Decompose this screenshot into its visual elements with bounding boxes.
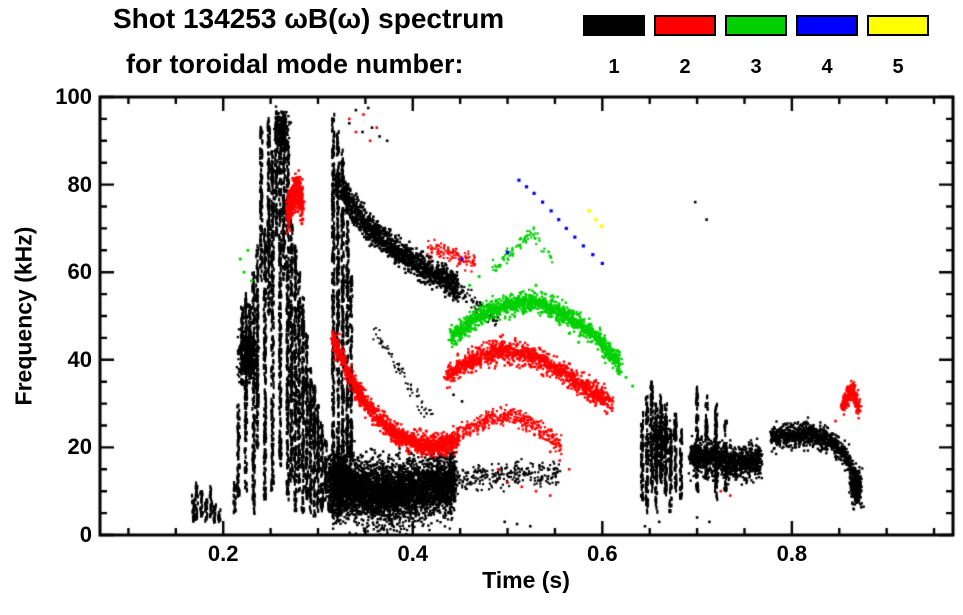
legend-number-mode-1: 1 bbox=[608, 56, 620, 78]
legend-numbers: 1 2 3 4 5 bbox=[583, 56, 929, 79]
y-tick-label: 0 bbox=[79, 522, 92, 547]
legend-swatch-mode-1 bbox=[583, 15, 645, 36]
chart-title: Shot 134253 ωB(ω) spectrum bbox=[113, 3, 505, 34]
y-tick-label: 60 bbox=[67, 259, 92, 285]
y-tick-label: 80 bbox=[67, 171, 92, 197]
legend-swatch-mode-5 bbox=[867, 15, 929, 36]
legend-swatch-mode-2 bbox=[654, 15, 716, 36]
legend-swatch-mode-3 bbox=[725, 15, 787, 36]
x-axis-title: Time (s) bbox=[482, 567, 570, 593]
x-tick-label: 0.8 bbox=[776, 541, 808, 566]
x-tick-label: 0.2 bbox=[207, 541, 239, 566]
x-tick-label: 0.4 bbox=[397, 541, 429, 566]
legend-number-mode-2: 2 bbox=[679, 56, 691, 78]
y-axis-title: Frequency (kHz) bbox=[10, 226, 37, 406]
y-tick-label: 100 bbox=[55, 84, 92, 109]
legend bbox=[583, 15, 929, 36]
x-tick-label: 0.6 bbox=[587, 541, 618, 566]
legend-swatch-mode-4 bbox=[796, 15, 858, 36]
legend-number-mode-5: 5 bbox=[892, 56, 904, 78]
legend-number-mode-4: 4 bbox=[821, 56, 833, 78]
y-tick-label: 20 bbox=[67, 434, 92, 460]
y-tick-label: 40 bbox=[67, 346, 92, 372]
chart-subtitle: for toroidal mode number: bbox=[126, 49, 464, 79]
legend-number-mode-3: 3 bbox=[750, 56, 762, 78]
